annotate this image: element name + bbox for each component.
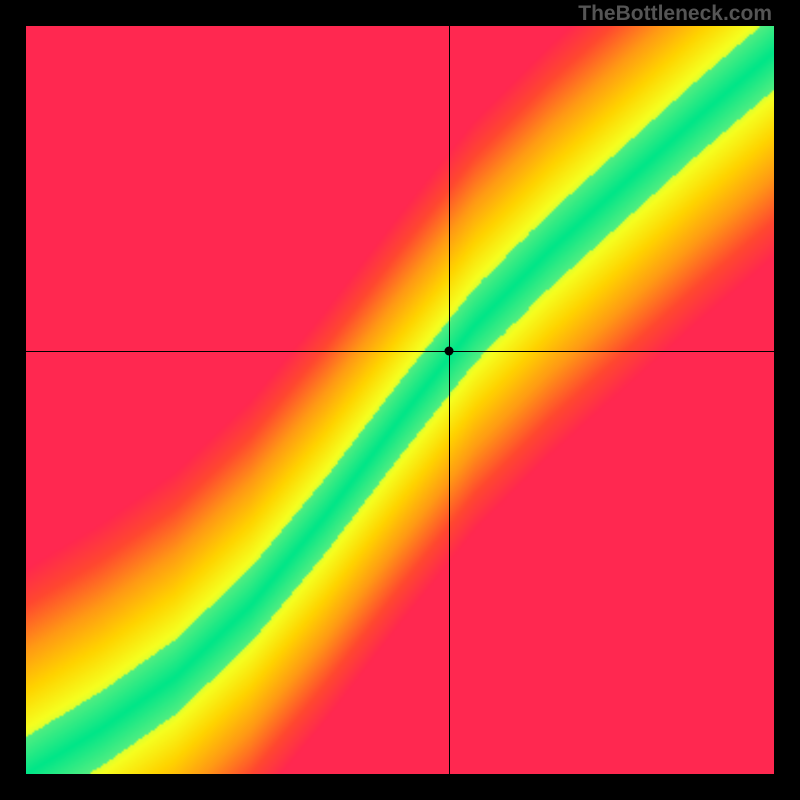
- crosshair-marker: [444, 347, 453, 356]
- chart-frame: TheBottleneck.com: [0, 0, 800, 800]
- plot-area: [26, 26, 774, 774]
- watermark-text: TheBottleneck.com: [578, 2, 772, 26]
- heatmap-canvas: [26, 26, 774, 774]
- crosshair-vertical: [449, 26, 450, 774]
- crosshair-horizontal: [26, 351, 774, 352]
